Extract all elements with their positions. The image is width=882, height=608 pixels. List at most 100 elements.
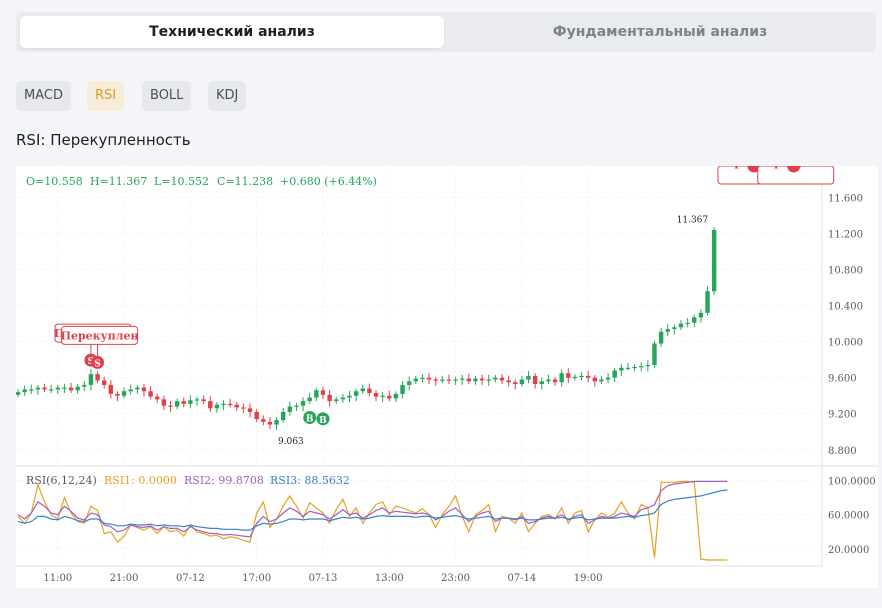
chip-kdj[interactable]: KDJ (208, 81, 247, 111)
candle-body (320, 390, 326, 395)
ohlc-close: C=11.238 (217, 175, 273, 188)
candle-body (208, 401, 213, 409)
candle-body (420, 377, 425, 379)
candle-body (194, 399, 200, 401)
candle-body (161, 399, 167, 406)
candle-body (334, 399, 339, 402)
chip-rsi[interactable]: RSI (87, 81, 125, 111)
candle-body (353, 391, 359, 396)
rsi3-legend: RSI3: 88.5632 (270, 474, 350, 487)
candle-body (141, 387, 147, 392)
rsi-axis-labels: 100.0000 60.0000 20.0000 (828, 477, 876, 556)
candle-body (68, 387, 74, 391)
tab-technical[interactable]: Технический анализ (20, 16, 444, 48)
candle-body (400, 384, 405, 394)
candle-body (645, 365, 651, 367)
candle-body (287, 406, 293, 412)
candle-body (234, 404, 239, 408)
candle-body (692, 317, 697, 323)
signal-letter: S (88, 357, 95, 367)
candle-body (254, 411, 259, 420)
chip-boll[interactable]: BOLL (142, 81, 192, 111)
candle-body (473, 378, 478, 382)
candle-body (599, 379, 604, 382)
candle-body (519, 379, 525, 385)
candle-body (367, 388, 372, 394)
rsi-legend-title: RSI(6,12,24) (26, 474, 97, 487)
signal-letter: S (790, 166, 797, 169)
candle-body (460, 378, 465, 380)
price-tick-label: 10.800 (828, 266, 863, 277)
candle-body (241, 407, 246, 409)
candle-body (181, 401, 186, 404)
candlestick-rsi-chart[interactable]: O=10.558 H=11.367 L=10.552 C=11.238 +0.6… (15, 156, 878, 588)
signal-dot (91, 355, 105, 369)
candle-body (466, 378, 472, 382)
high-value-label: 11.367 (677, 216, 709, 226)
tab-fundamental[interactable]: Фундаментальный анализ (552, 24, 768, 40)
candle-body (188, 400, 193, 404)
chip-macd[interactable]: MACD (16, 81, 71, 111)
candle-body (652, 343, 657, 366)
candle-body (62, 387, 67, 389)
price-tick-label: 10.400 (828, 302, 863, 313)
candle-body (115, 393, 120, 396)
price-axis-labels: 11.600 11.200 10.800 10.400 10.000 9.600 9.200… (828, 194, 863, 457)
candle-body (221, 403, 226, 406)
price-tick-label: 11.200 (828, 230, 863, 241)
candle-body (174, 401, 180, 407)
signal-letter: B (306, 415, 314, 425)
signal-dot (303, 411, 317, 425)
ohlc-readout: O=10.558 H=11.367 L=10.552 C=11.238 +0.6… (26, 175, 377, 188)
candle-body (513, 382, 518, 385)
rsi1-legend: RSI1: 0.0000 (104, 474, 177, 487)
candle-body (155, 396, 160, 400)
candle-body (585, 375, 591, 378)
candle-body (632, 366, 637, 369)
ohlc-change: +0.680 (+6.44%) (280, 175, 377, 188)
time-tick-label: 11:00 (43, 573, 72, 584)
signal-label-box (61, 325, 139, 345)
signal-label: Перекуплен (61, 329, 139, 342)
candle-body (539, 381, 544, 385)
rsi-series-rsi1 (17, 480, 728, 561)
candle-body (566, 373, 571, 378)
candle-body (42, 387, 47, 390)
candle-body (426, 377, 432, 380)
price-chart-panel[interactable]: O=10.558 H=11.367 L=10.552 C=11.238 +0.6… (15, 156, 878, 588)
ohlc-open: O=10.558 (26, 175, 83, 188)
price-tick-label: 8.800 (828, 446, 857, 457)
low-value-label: 9.063 (278, 437, 304, 447)
time-tick-label: 13:00 (375, 573, 404, 584)
candle-body (55, 387, 60, 390)
candle-body (678, 323, 684, 328)
candle-body (479, 378, 485, 381)
candle-body (261, 419, 266, 422)
candle-body (294, 405, 299, 407)
extreme-labels: 11.367 9.063 (278, 216, 708, 448)
candle-body (612, 370, 617, 378)
candle-body (605, 377, 611, 380)
candle-body (135, 387, 140, 390)
candle-body (108, 384, 114, 394)
indicator-subtitle: RSI: Перекупленность (16, 131, 191, 149)
candle-body (314, 390, 319, 398)
candle-body (274, 420, 279, 425)
rsi-legend: RSI(6,12,24) RSI1: 0.0000 RSI2: 99.8708 … (26, 474, 350, 487)
candle-body (433, 379, 438, 381)
candle-body (499, 377, 505, 381)
candle-body (639, 366, 644, 368)
candle-body (619, 367, 624, 371)
candle-body (101, 380, 107, 385)
candle-body (75, 386, 80, 391)
candle-body (546, 379, 551, 382)
candle-body (698, 312, 704, 318)
candle-body (95, 374, 100, 381)
candle-body (592, 377, 598, 382)
candle-body (48, 389, 54, 391)
candle-body (347, 395, 352, 398)
rsi-tick-label: 60.0000 (828, 511, 869, 522)
rsi2-legend: RSI2: 99.8708 (184, 474, 264, 487)
candle-body (22, 389, 27, 393)
candle-body (387, 395, 392, 399)
